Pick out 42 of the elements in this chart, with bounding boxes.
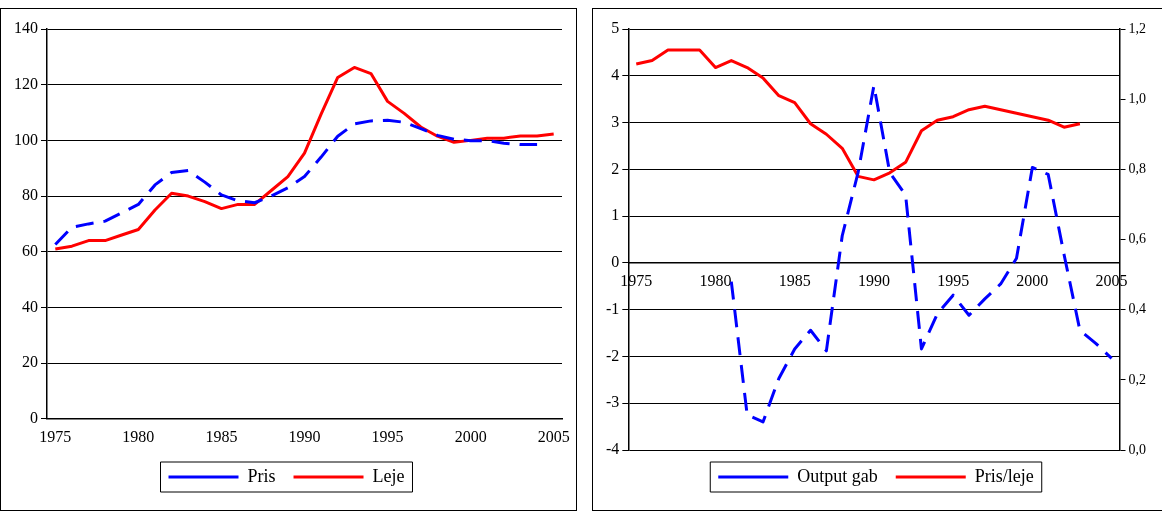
y2-tick-label: 1,0 xyxy=(1128,90,1146,106)
x-tick-label: 1990 xyxy=(288,427,321,445)
y-tick-label: 100 xyxy=(14,130,38,148)
y-tick-label: 5 xyxy=(611,19,620,37)
y-tick-label: 60 xyxy=(22,241,38,259)
y-tick-label: 2 xyxy=(611,159,620,177)
y-tick-label: 1 xyxy=(611,206,620,224)
y2-tick-label: 0,0 xyxy=(1128,441,1146,457)
y-tick-label: 120 xyxy=(14,74,38,92)
x-tick-label: 1985 xyxy=(205,427,238,445)
y2-tick-label: 0,2 xyxy=(1128,371,1146,387)
x-tick-label: 1975 xyxy=(39,427,72,445)
x-tick-label: 1980 xyxy=(122,427,155,445)
x-tick-label: 1990 xyxy=(857,271,890,289)
y-tick-label: -3 xyxy=(606,393,620,411)
y-tick-label: 3 xyxy=(611,112,620,130)
y-tick-label: 140 xyxy=(14,19,38,37)
legend-label: Output gab xyxy=(797,465,878,486)
x-tick-label: 1985 xyxy=(778,271,811,289)
y2-tick-label: 0,6 xyxy=(1128,231,1146,247)
legend-label: Pris/leje xyxy=(974,465,1034,486)
y-tick-label: -4 xyxy=(606,440,620,458)
x-tick-label: 2000 xyxy=(454,427,487,445)
x-tick-label: 1980 xyxy=(699,271,732,289)
y-tick-label: 20 xyxy=(22,353,38,371)
x-tick-label: 2005 xyxy=(537,427,570,445)
legend-label: Leje xyxy=(372,465,405,486)
y-tick-label: 4 xyxy=(611,65,620,83)
x-tick-label: 1995 xyxy=(937,271,970,289)
y-tick-label: -2 xyxy=(606,346,620,364)
y-tick-label: 0 xyxy=(611,253,620,271)
y2-tick-label: 0,4 xyxy=(1128,301,1146,317)
x-tick-label: 1995 xyxy=(371,427,404,445)
y-tick-label: 80 xyxy=(22,186,38,204)
x-tick-label: 2000 xyxy=(1016,271,1049,289)
y2-tick-label: 1,2 xyxy=(1128,20,1146,36)
legend-label: Pris xyxy=(247,465,276,486)
y-tick-label: 0 xyxy=(30,409,38,426)
line-series xyxy=(53,118,539,246)
y2-tick-label: 0,8 xyxy=(1128,161,1146,177)
y-tick-label: -1 xyxy=(606,299,620,317)
y-tick-label: 40 xyxy=(22,297,38,315)
